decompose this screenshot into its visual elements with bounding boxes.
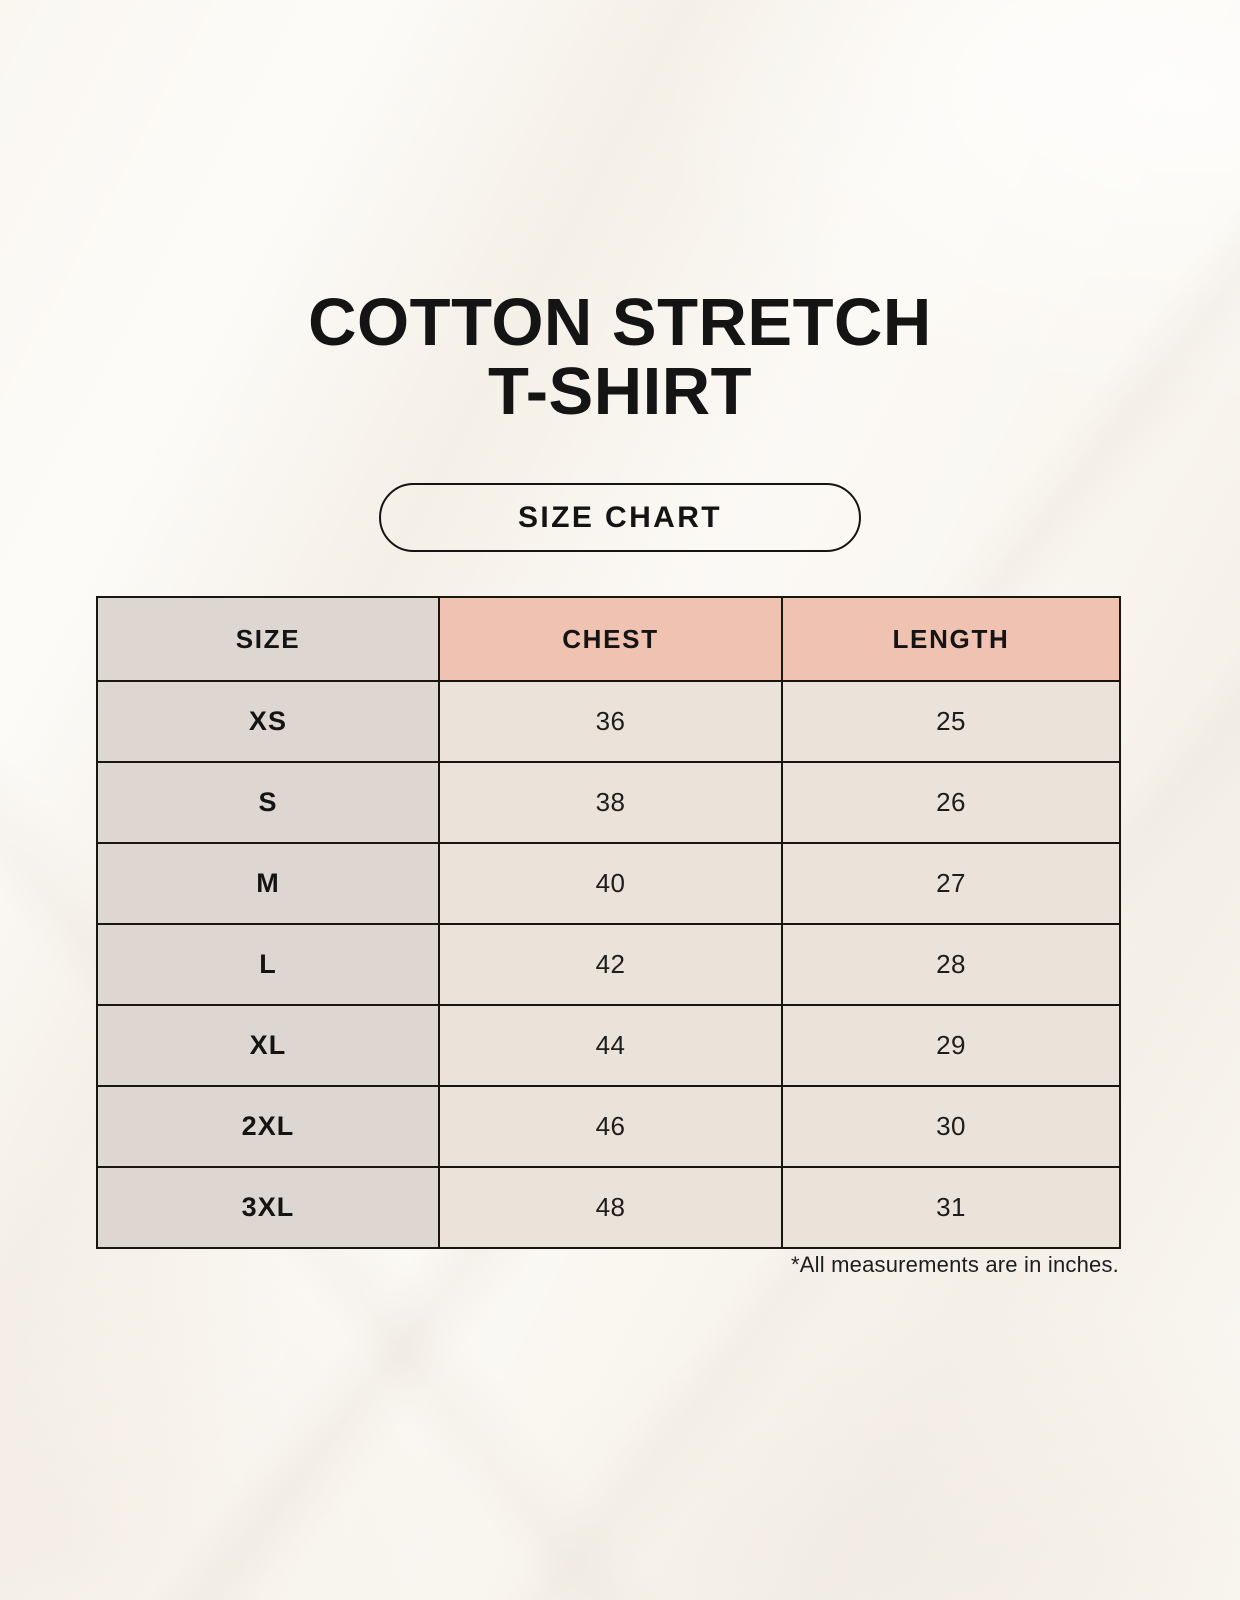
column-header-chest: CHEST	[438, 596, 783, 682]
table-row: XL 44 29	[96, 1004, 1121, 1087]
cell-size: L	[96, 923, 440, 1006]
cell-size: XS	[96, 680, 440, 763]
size-table-body: XS 36 25 S 38 26 M 40 27 L 42 28	[96, 680, 1121, 1249]
cell-chest: 48	[438, 1166, 783, 1249]
cell-length: 25	[781, 680, 1121, 763]
cell-size: 3XL	[96, 1166, 440, 1249]
column-header-length: LENGTH	[781, 596, 1121, 682]
cell-size: M	[96, 842, 440, 925]
title-line-1: COTTON STRETCH	[308, 285, 932, 360]
cell-chest: 42	[438, 923, 783, 1006]
size-table-head: SIZE CHEST LENGTH	[96, 596, 1121, 682]
cell-chest: 40	[438, 842, 783, 925]
table-header-row: SIZE CHEST LENGTH	[96, 596, 1121, 682]
cell-chest: 44	[438, 1004, 783, 1087]
table-row: L 42 28	[96, 923, 1121, 1006]
table-row: M 40 27	[96, 842, 1121, 925]
cell-chest: 38	[438, 761, 783, 844]
page-title: COTTON STRETCH T-SHIRT	[0, 288, 1240, 426]
cell-chest: 46	[438, 1085, 783, 1168]
cell-size: 2XL	[96, 1085, 440, 1168]
cell-length: 28	[781, 923, 1121, 1006]
cell-length: 26	[781, 761, 1121, 844]
table-row: 2XL 46 30	[96, 1085, 1121, 1168]
size-chart-badge: SIZE CHART	[379, 483, 861, 552]
size-table: SIZE CHEST LENGTH XS 36 25 S 38 26 M	[96, 596, 1121, 1249]
size-chart-badge-label: SIZE CHART	[518, 500, 722, 534]
column-header-size: SIZE	[96, 596, 440, 682]
table-row: 3XL 48 31	[96, 1166, 1121, 1249]
size-table-wrap: SIZE CHEST LENGTH XS 36 25 S 38 26 M	[96, 596, 1121, 1249]
size-chart-badge-wrap: SIZE CHART	[0, 483, 1240, 552]
table-row: S 38 26	[96, 761, 1121, 844]
cell-size: XL	[96, 1004, 440, 1087]
cell-length: 27	[781, 842, 1121, 925]
measurements-footnote: *All measurements are in inches.	[791, 1252, 1119, 1277]
cell-length: 30	[781, 1085, 1121, 1168]
title-line-2: T-SHIRT	[487, 354, 753, 429]
cell-size: S	[96, 761, 440, 844]
cell-length: 29	[781, 1004, 1121, 1087]
cell-chest: 36	[438, 680, 783, 763]
cell-length: 31	[781, 1166, 1121, 1249]
table-row: XS 36 25	[96, 680, 1121, 763]
